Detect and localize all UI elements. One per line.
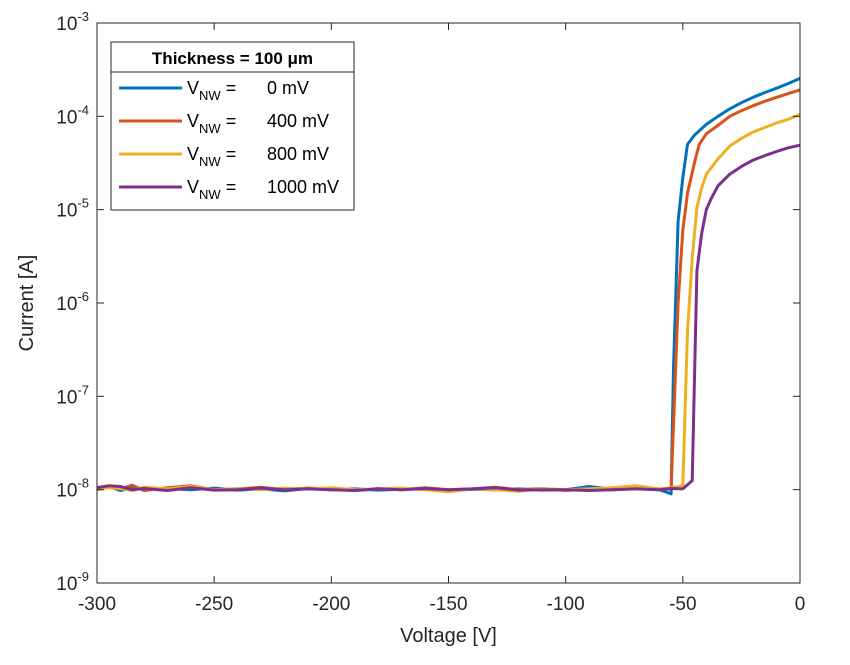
x-tick-label: -250 — [195, 594, 233, 615]
y-tick-label: 10-5 — [56, 196, 89, 222]
legend-box — [110, 41, 355, 211]
y-tick-label: 10-8 — [56, 476, 89, 502]
legend-entry: VNW = — [187, 78, 236, 103]
y-axis-label: Current [A] — [16, 255, 38, 352]
y-tick-label: 10-3 — [56, 9, 89, 35]
y-tick-label: 10-9 — [56, 569, 89, 595]
series-line-3 — [96, 143, 801, 492]
x-tick-label: 0 — [795, 594, 806, 615]
x-tick-label: -50 — [669, 594, 696, 615]
legend-entry-value: 1000 mV — [267, 177, 339, 197]
y-tick-label: 10-6 — [56, 289, 89, 315]
x-tick-label: -300 — [78, 594, 116, 615]
legend-entry-value: 400 mV — [267, 111, 329, 131]
x-tick-label: -150 — [429, 594, 467, 615]
data-layer — [96, 77, 801, 496]
y-tick-label: 10-7 — [56, 382, 89, 408]
legend-entry-value: 800 mV — [267, 144, 329, 164]
legend-entry: VNW = — [187, 111, 236, 136]
legend-entry: VNW = — [187, 177, 236, 202]
legend-entry-value: 0 mV — [267, 78, 309, 98]
legend: Thickness = 100 μm VNW = 0 mV VNW = 400 mV… — [110, 41, 355, 211]
axis-ticks: -300 -250 -200 -150 -100 -50 0 10-9 10-8 10-7 10-6… — [56, 9, 805, 615]
x-tick-label: -200 — [312, 594, 350, 615]
x-axis-label: Voltage [V] — [400, 625, 497, 647]
x-tick-label: -100 — [547, 594, 585, 615]
legend-title: Thickness = 100 μm — [152, 49, 313, 68]
legend-entry: VNW = — [187, 144, 236, 169]
y-tick-label: 10-4 — [56, 102, 89, 128]
